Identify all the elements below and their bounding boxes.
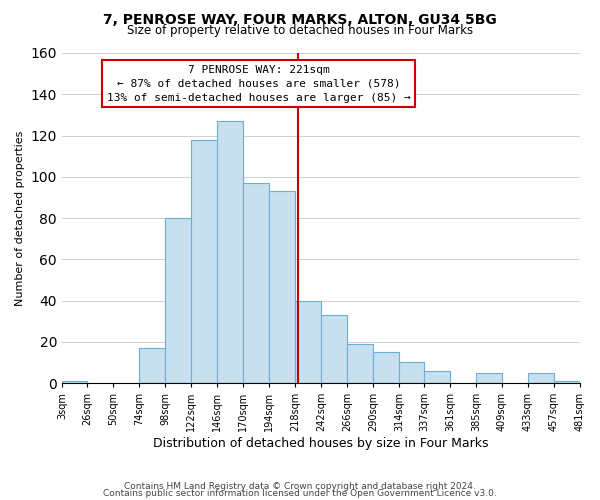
Text: 7 PENROSE WAY: 221sqm
← 87% of detached houses are smaller (578)
13% of semi-det: 7 PENROSE WAY: 221sqm ← 87% of detached … [107,64,410,102]
Bar [321,315,347,383]
Bar [295,300,321,383]
Y-axis label: Number of detached properties: Number of detached properties [15,130,25,306]
Bar [217,121,243,383]
Bar [476,372,502,383]
Bar [269,191,295,383]
X-axis label: Distribution of detached houses by size in Four Marks: Distribution of detached houses by size … [153,437,489,450]
Bar [554,381,580,383]
Bar [528,372,554,383]
Bar [243,183,269,383]
Bar [191,140,217,383]
Bar [347,344,373,383]
Bar [62,381,87,383]
Text: Contains public sector information licensed under the Open Government Licence v3: Contains public sector information licen… [103,490,497,498]
Text: 7, PENROSE WAY, FOUR MARKS, ALTON, GU34 5BG: 7, PENROSE WAY, FOUR MARKS, ALTON, GU34 … [103,12,497,26]
Bar [373,352,399,383]
Bar [139,348,165,383]
Bar [399,362,424,383]
Text: Size of property relative to detached houses in Four Marks: Size of property relative to detached ho… [127,24,473,37]
Text: Contains HM Land Registry data © Crown copyright and database right 2024.: Contains HM Land Registry data © Crown c… [124,482,476,491]
Bar [165,218,191,383]
Bar [424,370,450,383]
